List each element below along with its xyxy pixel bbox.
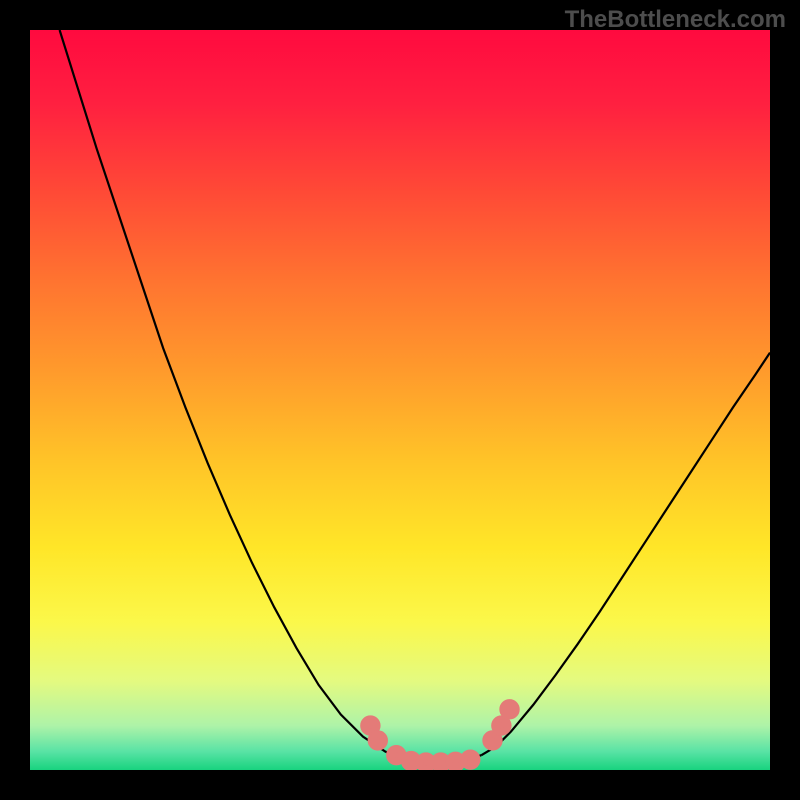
valley-marker <box>390 749 403 762</box>
valley-marker <box>449 755 462 768</box>
watermark-text: TheBottleneck.com <box>565 6 786 34</box>
valley-marker <box>434 756 447 769</box>
bottleneck-curves <box>60 30 770 763</box>
valley-marker <box>364 719 377 732</box>
valley-marker <box>405 755 418 768</box>
valley-marker <box>503 703 516 716</box>
valley-marker <box>495 719 508 732</box>
plot-area <box>30 30 770 770</box>
curve-layer <box>30 30 770 770</box>
valley-marker <box>419 756 432 769</box>
right-curve <box>481 353 770 756</box>
left-curve <box>60 30 482 763</box>
valley-marker <box>371 734 384 747</box>
valley-marker <box>464 753 477 766</box>
chart-frame: TheBottleneck.com <box>0 0 800 800</box>
valley-markers-group <box>364 703 516 769</box>
valley-marker <box>486 734 499 747</box>
